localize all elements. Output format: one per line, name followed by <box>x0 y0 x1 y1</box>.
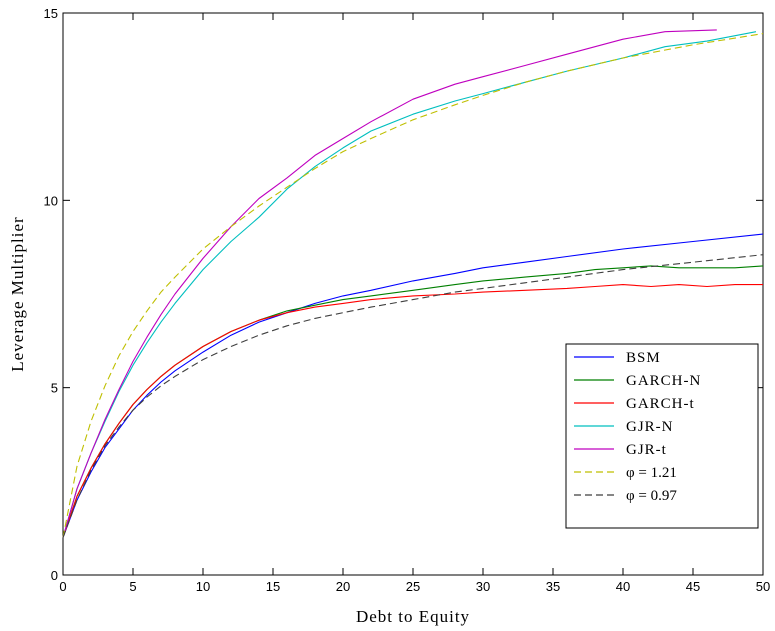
series-line-3 <box>62 31 757 538</box>
series-line-4 <box>62 29 717 538</box>
x-tick-label: 40 <box>616 579 630 594</box>
legend-label-2: GARCH-t <box>626 396 695 412</box>
legend-label-3: GJR-N <box>626 419 674 435</box>
x-tick-label: 25 <box>406 579 420 594</box>
legend-label-5: φ = 1.21 <box>626 465 677 481</box>
x-tick-label: 20 <box>336 579 350 594</box>
legend-box <box>565 343 759 529</box>
x-tick-label: 35 <box>546 579 560 594</box>
x-tick-label: 5 <box>129 579 136 594</box>
series-line-2 <box>62 284 763 538</box>
x-tick-label: 15 <box>266 579 280 594</box>
legend-label-6: φ = 0.97 <box>626 488 677 504</box>
series-line-6 <box>62 254 764 538</box>
y-tick-label: 15 <box>44 6 58 21</box>
ticks-layer: 0 5 10 15 20 25 30 35 40 45 50 0 5 10 15 <box>44 6 771 594</box>
legend-label-1: GARCH-N <box>626 373 701 389</box>
y-axis-label: Leverage Multiplier <box>8 216 27 371</box>
series-line-0 <box>62 233 764 538</box>
legend-label-4: GJR-t <box>626 442 667 458</box>
x-tick-label: 50 <box>756 579 770 594</box>
y-tick-label: 5 <box>51 381 58 396</box>
x-axis-label: Debt to Equity <box>356 607 470 626</box>
x-tick-label: 10 <box>196 579 210 594</box>
y-tick-label: 0 <box>51 568 58 583</box>
x-tick-label: 0 <box>59 579 66 594</box>
legend-label-0: BSM <box>626 350 661 366</box>
y-tick-label: 10 <box>44 193 58 208</box>
legend: BSM GARCH-N GARCH-t GJR-N GJR-t φ = 1.21 φ = 0… <box>565 343 759 529</box>
x-tick-label: 30 <box>476 579 490 594</box>
series-layer <box>62 29 764 538</box>
x-tick-label: 45 <box>686 579 700 594</box>
